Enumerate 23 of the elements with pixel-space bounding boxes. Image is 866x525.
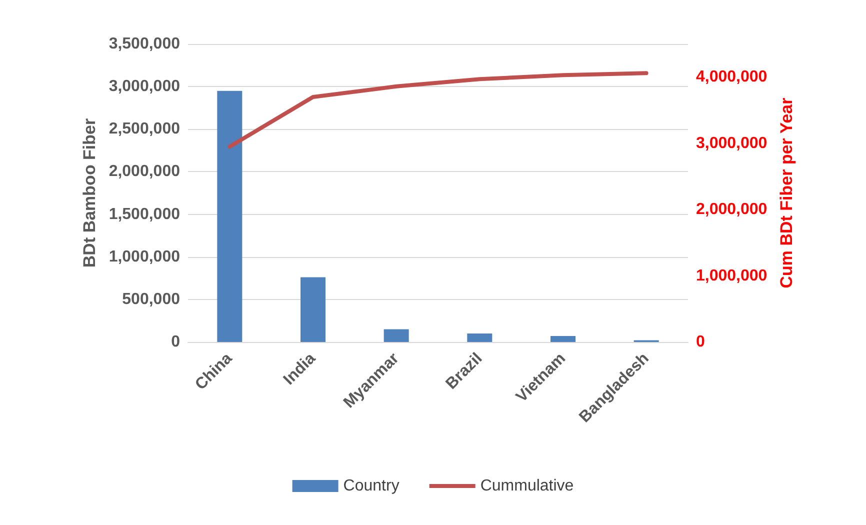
y-tick-label: 1,000,000	[108, 248, 180, 266]
y-tick-label: 500,000	[122, 290, 180, 308]
y-tick-label: 2,000,000	[108, 163, 180, 180]
bar	[467, 333, 492, 342]
line-series	[228, 71, 648, 149]
y2-tick-label: 0	[696, 334, 705, 350]
y2-tick-label: 3,000,000	[696, 134, 768, 152]
y2-axis-title: Cum BDt Fiber per Year	[777, 97, 796, 288]
y2-tick-label: 4,000,000	[696, 68, 768, 86]
bar	[300, 277, 326, 342]
legend-label: Cummulative	[480, 478, 574, 494]
bar	[384, 329, 409, 342]
y2-tick-label: 1,000,000	[696, 267, 768, 284]
bar	[217, 90, 242, 342]
y2-tick-label: 2,000,000	[696, 201, 768, 218]
y-axis-title: BDt Bamboo Fiber	[80, 118, 99, 268]
y-tick-label: 3,500,000	[108, 36, 180, 52]
y-tick-label: 2,500,000	[108, 120, 180, 138]
y-tick-label: 0	[171, 334, 180, 350]
legend-label: Country	[343, 478, 400, 494]
bar	[550, 336, 576, 342]
y-tick-label: 3,000,000	[108, 78, 180, 96]
y-tick-label: 1,500,000	[108, 206, 180, 223]
